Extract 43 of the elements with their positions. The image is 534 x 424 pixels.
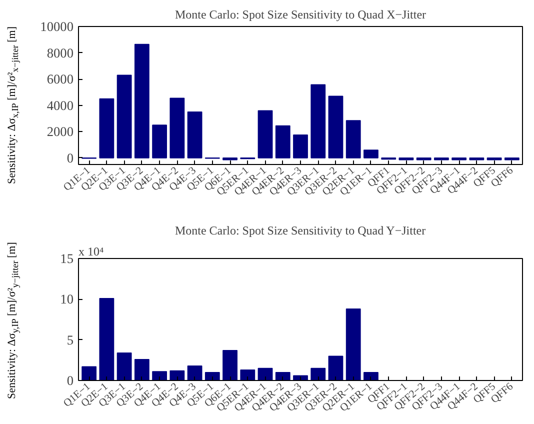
bar	[328, 96, 344, 158]
bar	[293, 134, 308, 158]
bar	[152, 371, 167, 380]
bar	[170, 370, 185, 380]
chart-title: Monte Carlo: Spot Size Sensitivity to Quad X−Jitter	[174, 8, 426, 22]
text: x 10⁴	[78, 244, 104, 258]
bar	[152, 124, 167, 158]
bar	[310, 368, 326, 380]
bar	[82, 366, 97, 380]
y-tick-label: 8000	[46, 45, 74, 60]
bar	[170, 98, 185, 158]
y-tick-label: 0	[66, 373, 74, 388]
bar	[134, 44, 150, 158]
y-tick-label: 4000	[46, 98, 74, 113]
bar	[346, 308, 361, 380]
bar	[187, 112, 202, 158]
y-tick-label: 5	[66, 332, 74, 348]
bar	[116, 74, 132, 158]
bar	[134, 358, 150, 380]
bar	[222, 350, 238, 380]
bar	[187, 365, 202, 380]
bar	[293, 375, 308, 380]
bar	[116, 352, 132, 380]
y-tick-label: 6000	[46, 72, 74, 87]
y-tick-label: 2000	[46, 124, 74, 140]
bar	[204, 372, 220, 380]
y-tick-label: 0	[66, 150, 74, 166]
y-tick-label: 15	[60, 251, 74, 266]
y-tick-label: 10	[60, 292, 74, 307]
chart-title: Monte Carlo: Spot Size Sensitivity to Quad Y−Jitter	[174, 224, 426, 238]
bar	[275, 372, 290, 380]
bar	[275, 125, 290, 158]
bar	[258, 368, 273, 380]
bar	[258, 110, 273, 158]
bar	[328, 356, 344, 380]
bar	[364, 150, 378, 158]
bar	[364, 372, 378, 380]
bar	[346, 120, 361, 158]
bar	[310, 84, 326, 158]
bar	[99, 298, 114, 380]
bar	[99, 98, 114, 158]
y-tick-label: 10000	[40, 19, 74, 34]
bar	[240, 370, 256, 380]
